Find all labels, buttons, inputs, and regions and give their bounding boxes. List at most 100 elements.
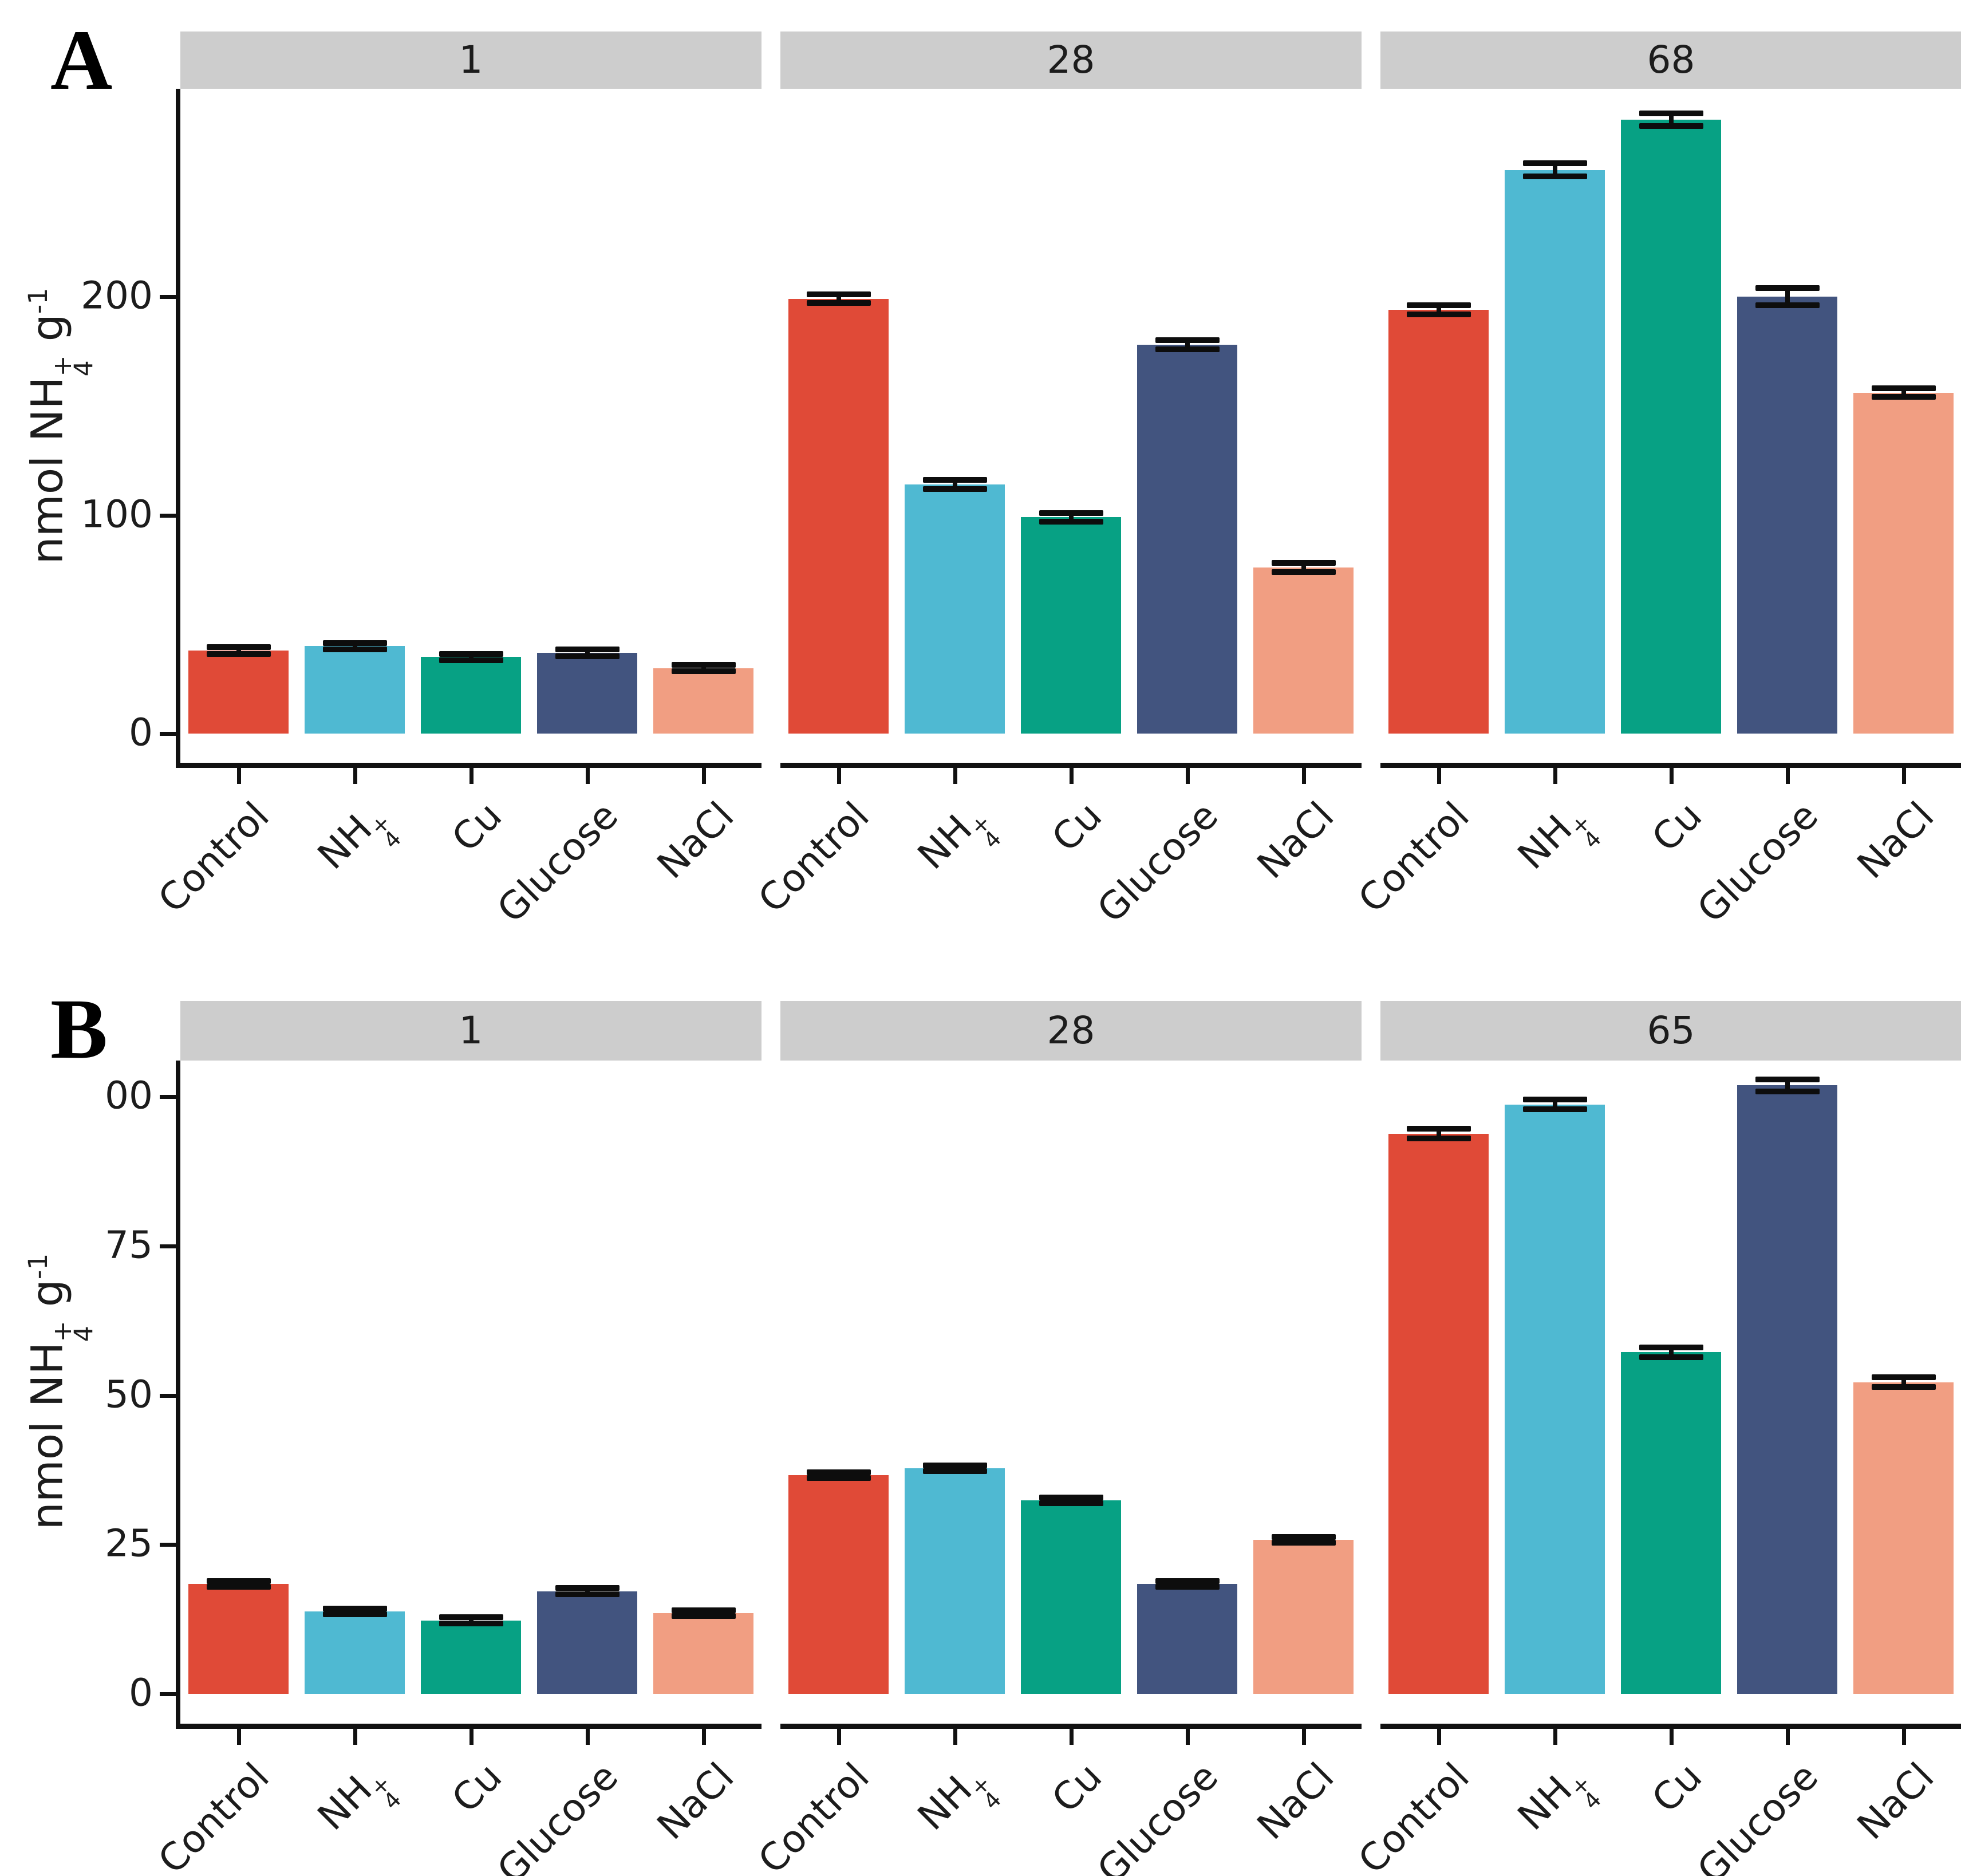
y-tick-mark (160, 295, 176, 299)
facet-strip-label: 1 (459, 38, 483, 82)
error-bar-cap-top (322, 1605, 387, 1611)
x-tick-mark (1301, 1729, 1306, 1745)
error-bar-cap-top (1871, 385, 1936, 392)
error-bar-cap-bottom (1639, 123, 1703, 129)
x-tick-label: Glucose (1088, 793, 1226, 932)
x-tick-label: NaCl (1249, 793, 1343, 888)
error-bar-cap-bottom (1639, 1354, 1703, 1360)
facet-strip (780, 1001, 1362, 1061)
x-tick-label: Cu (1643, 793, 1710, 861)
facet-strip (180, 1001, 761, 1061)
error-bar-whisker (236, 1581, 241, 1587)
x-tick-label: Control (749, 793, 878, 921)
error-bar-cap-bottom (1039, 1500, 1103, 1507)
x-tick-mark (353, 1729, 357, 1745)
x-tick-mark (236, 768, 241, 784)
bar-nh (905, 1468, 1005, 1694)
error-bar-cap-top (806, 291, 871, 298)
bar-control (1388, 1133, 1489, 1694)
y-tick-mark (160, 732, 176, 736)
error-bar-cap-top (1755, 1076, 1820, 1082)
error-bar-whisker (1901, 388, 1906, 397)
x-tick-mark (1901, 768, 1906, 784)
bar-nh (305, 646, 405, 734)
error-bar-whisker (585, 649, 590, 656)
y-tick-label: 25 (105, 1521, 153, 1566)
bar-control (188, 1584, 289, 1694)
error-bar-cap-bottom (922, 486, 987, 492)
error-bar-cap-bottom (1522, 1106, 1587, 1112)
x-axis-line (1380, 763, 1961, 768)
x-tick-label: Control (749, 1754, 878, 1876)
x-tick-mark (1185, 768, 1190, 784)
sub-sup-stack: +4 (365, 809, 407, 854)
x-tick-mark (353, 768, 357, 784)
error-bar-cap-bottom (1871, 1384, 1936, 1390)
error-bar-cap-bottom (555, 1591, 620, 1597)
x-tick-mark (701, 1729, 706, 1745)
error-bar-cap-bottom (206, 651, 271, 657)
error-bar-cap-top (1406, 302, 1471, 309)
facet-strip (1380, 31, 1961, 89)
x-tick-label: Glucose (488, 793, 626, 932)
error-bar-cap-top (1871, 1374, 1936, 1381)
bar-nacl (1853, 1382, 1954, 1694)
sub-sup-stack: +4 (965, 809, 1007, 854)
error-bar-whisker (701, 1610, 706, 1617)
error-bar-cap-top (1039, 1494, 1103, 1500)
error-bar-whisker (1436, 1129, 1441, 1138)
x-tick-mark (1185, 1729, 1190, 1745)
error-bar-cap-bottom (1039, 518, 1103, 525)
error-bar-cap-top (206, 644, 271, 651)
y-tick-label: 00 (105, 1073, 153, 1118)
x-tick-mark (1553, 1729, 1557, 1745)
error-bar-cap-top (555, 1585, 620, 1591)
y-tick-label: 100 (81, 492, 153, 537)
x-tick-mark (1669, 1729, 1674, 1745)
x-tick-label: NaCl (1849, 1754, 1943, 1849)
error-bar-cap-top (922, 1462, 987, 1468)
error-bar-cap-bottom (1271, 1540, 1336, 1546)
error-bar-cap-bottom (1755, 302, 1820, 309)
x-axis-line (780, 1724, 1362, 1729)
x-tick-mark (1785, 1729, 1790, 1745)
error-bar-cap-bottom (439, 1620, 503, 1626)
x-tick-label: Control (149, 793, 278, 921)
error-bar-whisker (1552, 1099, 1557, 1109)
error-bar-cap-bottom (671, 668, 736, 675)
x-tick-label: Glucose (1688, 793, 1826, 932)
error-bar-cap-bottom (806, 300, 871, 306)
x-tick-mark (953, 768, 957, 784)
bar-nh (305, 1611, 405, 1694)
sub-sup-stack: +4 (1565, 1770, 1607, 1815)
bar-nacl (1853, 392, 1954, 734)
error-bar-whisker (468, 1617, 474, 1623)
error-bar-whisker (1301, 563, 1306, 572)
error-bar-whisker (1785, 287, 1790, 306)
error-bar-cap-top (1522, 160, 1587, 167)
facet-strip-label: 28 (1047, 1008, 1095, 1053)
y-axis-line (176, 1061, 180, 1729)
bar-glucose (537, 652, 637, 734)
error-bar-cap-top (1639, 1345, 1703, 1351)
bar-glucose (537, 1591, 637, 1694)
sub-sup-stack: +4 (365, 1770, 407, 1815)
y-axis-line (176, 89, 180, 768)
y-tick-mark (160, 513, 176, 518)
bar-glucose (1137, 1584, 1237, 1694)
x-tick-mark (1069, 1729, 1074, 1745)
error-bar-cap-bottom (1155, 346, 1220, 352)
bar-nacl (653, 668, 753, 734)
error-bar-cap-top (206, 1578, 271, 1584)
facet-strip (1380, 1001, 1961, 1061)
x-tick-mark (1069, 768, 1074, 784)
error-bar-cap-bottom (1406, 1136, 1471, 1141)
error-bar-cap-bottom (555, 653, 620, 659)
x-tick-mark (837, 1729, 841, 1745)
y-tick-mark (160, 1692, 176, 1696)
x-tick-label: Control (149, 1754, 278, 1876)
x-tick-label: NaCl (649, 793, 743, 888)
sub-sup-stack: +4 (48, 1321, 99, 1342)
error-bar-cap-top (439, 651, 503, 657)
